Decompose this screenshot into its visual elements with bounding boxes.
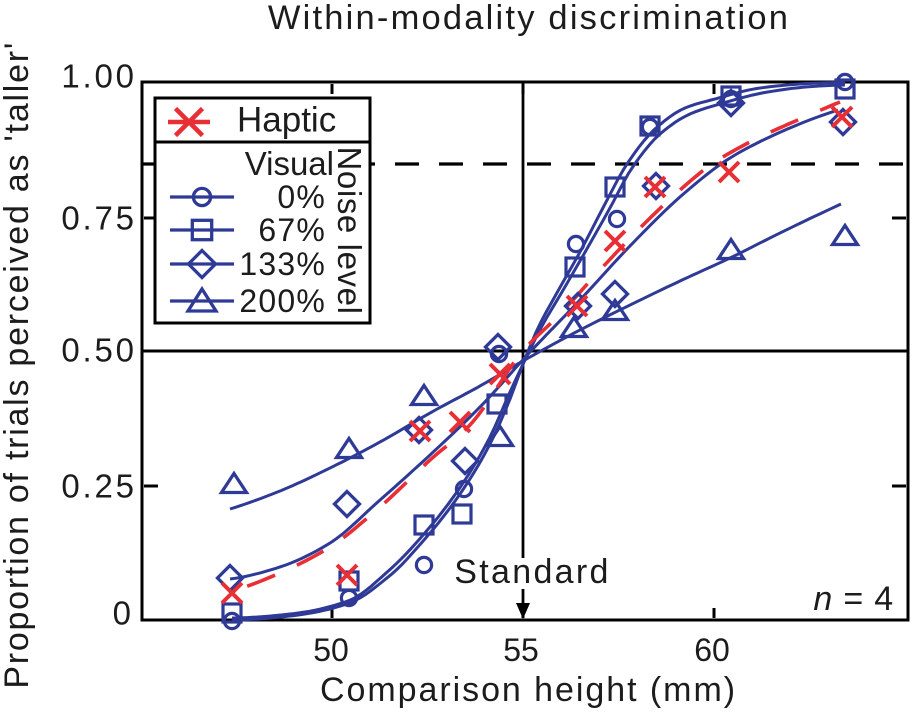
svg-text:Proportion of trials perceived: Proportion of trials perceived as 'talle… [0, 41, 36, 689]
svg-text:Standard: Standard [454, 553, 610, 591]
svg-text:Haptic: Haptic [237, 101, 336, 140]
svg-text:0%: 0% [277, 179, 326, 215]
svg-text:Within-modality discrimination: Within-modality discrimination [268, 0, 790, 37]
svg-text:Comparison height (mm): Comparison height (mm) [320, 671, 737, 709]
svg-text:0.50: 0.50 [61, 332, 136, 369]
svg-text:Visual: Visual [245, 145, 334, 182]
svg-text:0.75: 0.75 [61, 200, 136, 237]
svg-text:0: 0 [113, 595, 131, 632]
svg-text:1.00: 1.00 [61, 58, 136, 95]
svg-text:67%: 67% [258, 212, 326, 248]
svg-text:0.25: 0.25 [61, 468, 136, 505]
svg-text:Noise level: Noise level [331, 147, 368, 315]
svg-text:200%: 200% [239, 283, 326, 319]
svg-text:60: 60 [694, 632, 730, 668]
svg-text:55: 55 [503, 632, 539, 668]
svg-text:133%: 133% [239, 246, 326, 282]
svg-text:50: 50 [313, 632, 349, 668]
svg-text:n = 4: n = 4 [813, 580, 894, 618]
